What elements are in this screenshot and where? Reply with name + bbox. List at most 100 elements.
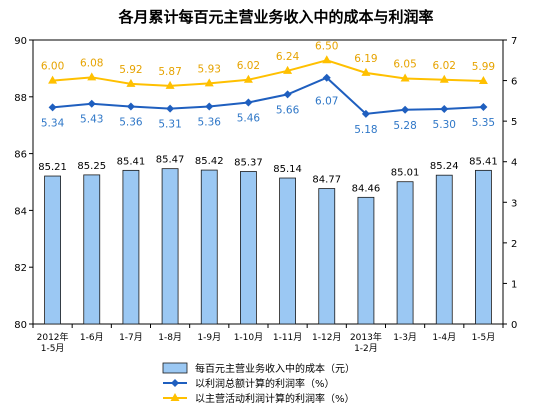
main-profit-rate-value-label: 6.02 xyxy=(237,60,260,72)
main-profit-rate-value-label: 5.93 xyxy=(198,63,221,75)
bar-cost-value-label: 85.01 xyxy=(391,168,420,179)
marker-total-profit-rate xyxy=(244,98,253,107)
x-axis-tick-label: 1-2月 xyxy=(354,343,378,354)
legend-label-main-profit-rate: 以主营活动利润计算的利润率（%） xyxy=(195,392,355,405)
bar-cost xyxy=(396,181,414,325)
main-profit-rate-value-label: 6.05 xyxy=(393,59,416,71)
left-axis-tick-label: 84 xyxy=(14,206,27,217)
marker-main-profit-rate xyxy=(243,74,253,83)
total-profit-rate-value-label: 5.28 xyxy=(393,120,416,132)
x-axis-tick-label: 1-6月 xyxy=(80,332,104,343)
bar-cost xyxy=(279,177,296,325)
bar-cost-value-label: 85.24 xyxy=(430,161,459,172)
marker-main-profit-rate xyxy=(439,74,449,83)
main-profit-rate-value-label: 6.00 xyxy=(41,61,64,73)
right-axis-tick-label: 6 xyxy=(511,77,517,88)
right-axis-tick-label: 7 xyxy=(511,36,517,47)
bar-cost xyxy=(44,175,61,325)
x-axis-tick-label: 1-9月 xyxy=(197,332,221,343)
x-axis-tick-label: 1-4月 xyxy=(432,332,456,343)
left-axis-tick-label: 82 xyxy=(14,263,27,274)
left-axis-tick-label: 86 xyxy=(14,150,27,161)
bar-cost xyxy=(475,169,492,325)
total-profit-rate-value-label: 5.66 xyxy=(276,104,300,116)
legend-swatch-cost xyxy=(162,362,188,374)
marker-total-profit-rate xyxy=(48,103,57,112)
right-axis-tick-label: 4 xyxy=(511,158,517,169)
x-axis-tick-label: 1-11月 xyxy=(273,332,302,343)
bar-cost-value-label: 84.46 xyxy=(352,183,381,194)
total-profit-rate-value-label: 5.36 xyxy=(119,117,143,129)
chart-title: 各月累计每百元主营业务收入中的成本与利润率 xyxy=(117,8,433,26)
right-axis-tick-label: 2 xyxy=(511,239,517,250)
x-axis-tick-label: 1-8月 xyxy=(158,332,182,343)
marker-main-profit-rate xyxy=(361,67,371,76)
total-profit-rate-value-label: 5.43 xyxy=(80,114,103,126)
bar-cost-value-label: 85.47 xyxy=(156,155,185,166)
bar-cost xyxy=(318,188,336,325)
right-axis-tick-label: 3 xyxy=(511,198,517,209)
line-total-profit-rate xyxy=(52,76,484,115)
x-axis-tick-label: 1-3月 xyxy=(393,332,417,343)
bar-cost-value-label: 85.41 xyxy=(469,156,498,167)
x-axis-tick-label: 1-5月 xyxy=(41,343,65,354)
bar-cost xyxy=(240,171,257,325)
right-axis-tick-label: 1 xyxy=(511,279,517,290)
legend-label-total-profit-rate: 以利润总额计算的利润率（%） xyxy=(195,377,335,390)
total-profit-rate-value-label: 5.36 xyxy=(198,117,222,129)
marker-total-profit-rate xyxy=(322,73,331,82)
bar-cost-value-label: 85.21 xyxy=(38,162,67,173)
bar-cost xyxy=(161,168,179,325)
left-axis-tick-label: 80 xyxy=(14,320,27,331)
marker-total-profit-rate xyxy=(166,104,175,113)
main-profit-rate-value-label: 6.08 xyxy=(80,57,103,69)
total-profit-rate-value-label: 6.07 xyxy=(315,96,338,108)
marker-main-profit-rate xyxy=(87,72,97,81)
main-profit-rate-value-label: 5.92 xyxy=(119,64,142,76)
x-axis-tick-label: 1-5月 xyxy=(472,332,496,343)
right-axis-tick-label: 0 xyxy=(511,320,517,331)
legend-marker-main-profit-rate xyxy=(170,393,180,401)
bar-cost-value-label: 85.42 xyxy=(195,156,224,167)
marker-total-profit-rate xyxy=(205,102,214,111)
main-profit-rate-value-label: 6.50 xyxy=(315,40,338,52)
marker-total-profit-rate xyxy=(440,104,449,113)
marker-total-profit-rate xyxy=(126,102,135,111)
x-axis-tick-label: 1-7月 xyxy=(119,332,143,343)
bar-cost xyxy=(435,174,453,325)
bar-cost-value-label: 85.14 xyxy=(273,164,302,175)
x-axis-tick-label: 2012年 xyxy=(37,331,69,343)
bar-cost xyxy=(200,169,218,325)
x-axis-tick-label: 2013年 xyxy=(350,331,382,343)
legend-marker-total-profit-rate xyxy=(171,379,179,387)
total-profit-rate-value-label: 5.46 xyxy=(237,112,261,124)
total-profit-rate-value-label: 5.18 xyxy=(354,124,377,136)
total-profit-rate-value-label: 5.31 xyxy=(158,119,181,131)
left-axis-tick-label: 90 xyxy=(14,36,27,47)
marker-main-profit-rate xyxy=(400,73,410,82)
x-axis-tick-label: 1-12月 xyxy=(312,332,341,343)
legend-label-cost: 每百元主营业务收入中的成本（元） xyxy=(195,362,355,375)
total-profit-rate-value-label: 5.30 xyxy=(433,119,456,131)
marker-main-profit-rate xyxy=(283,65,293,74)
marker-main-profit-rate xyxy=(322,55,332,64)
bar-cost-value-label: 85.41 xyxy=(117,156,146,167)
total-profit-rate-value-label: 5.35 xyxy=(472,117,495,129)
marker-main-profit-rate xyxy=(48,75,58,84)
marker-total-profit-rate xyxy=(479,102,488,111)
marker-total-profit-rate xyxy=(87,99,96,108)
marker-total-profit-rate xyxy=(283,90,292,99)
bar-cost-value-label: 85.37 xyxy=(234,157,263,168)
marker-main-profit-rate xyxy=(478,75,488,84)
main-profit-rate-value-label: 5.87 xyxy=(158,66,181,78)
line-main-profit-rate xyxy=(52,59,484,87)
bar-cost-value-label: 85.25 xyxy=(77,161,106,172)
bar-cost-value-label: 84.77 xyxy=(312,175,341,186)
marker-total-profit-rate xyxy=(361,109,370,118)
bar-cost xyxy=(122,169,140,325)
left-axis-tick-label: 88 xyxy=(14,93,27,104)
bar-cost xyxy=(83,174,101,325)
marker-total-profit-rate xyxy=(401,105,410,114)
